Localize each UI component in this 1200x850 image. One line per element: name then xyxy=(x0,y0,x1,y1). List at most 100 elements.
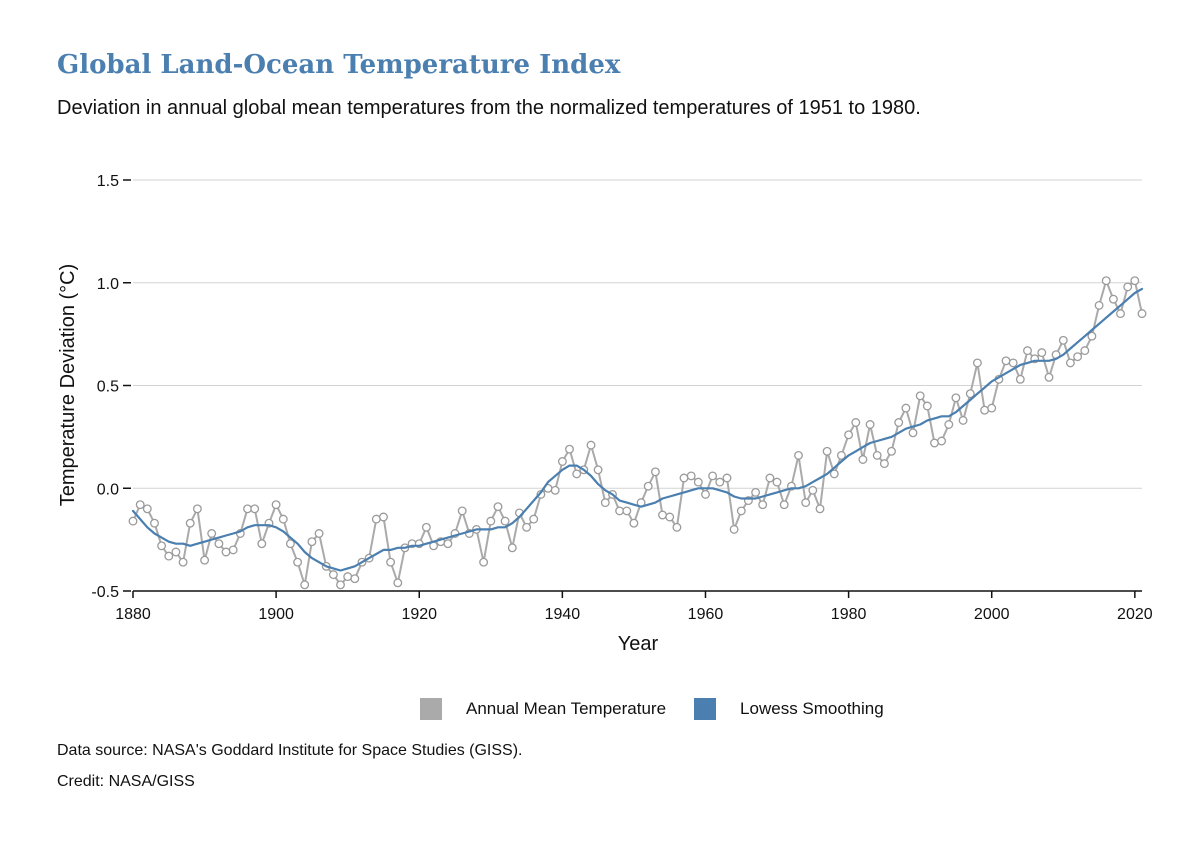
annual-mean-point xyxy=(844,430,854,440)
annual-mean-point xyxy=(922,401,932,411)
chart-subtitle: Deviation in annual global mean temperat… xyxy=(57,97,921,119)
annual-mean-point xyxy=(178,557,188,567)
x-tick-label: 1900 xyxy=(258,606,294,623)
lowess-smoothing-line xyxy=(131,287,1144,572)
annual-mean-point xyxy=(207,529,217,538)
annual-mean-point xyxy=(293,557,303,567)
annual-mean-point xyxy=(150,518,159,528)
annual-mean-point xyxy=(192,504,202,514)
annual-mean-point xyxy=(1137,309,1147,319)
annual-mean-point xyxy=(1058,335,1068,345)
annual-mean-point xyxy=(157,541,167,551)
chart-title: Global Land-Ocean Temperature Index xyxy=(57,50,621,80)
x-tick-label: 1960 xyxy=(688,606,724,623)
annual-mean-point xyxy=(522,522,532,532)
annual-mean-point xyxy=(715,477,725,487)
annual-mean-point xyxy=(557,457,567,466)
annual-mean-point xyxy=(142,504,152,514)
annual-mean-point xyxy=(1087,331,1097,341)
annual-mean-point xyxy=(1037,348,1047,358)
annual-mean-point xyxy=(350,574,360,584)
x-tick-label: 1980 xyxy=(831,606,867,623)
annual-mean-point xyxy=(643,481,653,491)
annual-mean-point xyxy=(772,477,782,487)
annual-mean-point xyxy=(393,578,403,588)
annual-mean-point xyxy=(701,489,710,499)
y-tick-label: 1.5 xyxy=(97,173,119,190)
legend-item-annual[interactable]: Annual Mean Temperature xyxy=(420,698,666,720)
annual-mean-point xyxy=(572,469,582,479)
annual-mean-point xyxy=(615,506,625,516)
annual-mean-point xyxy=(650,467,660,477)
annual-mean-point xyxy=(550,485,560,495)
x-tick-label: 1920 xyxy=(401,606,437,623)
annual-mean-point xyxy=(479,557,489,567)
x-tick-label: 1880 xyxy=(115,606,151,623)
annual-mean-line xyxy=(132,279,1143,586)
annual-mean-point xyxy=(965,389,975,399)
annual-mean-point xyxy=(865,420,875,429)
annual-mean-point xyxy=(1065,358,1075,368)
annual-mean-point xyxy=(679,473,689,483)
annual-mean-point xyxy=(815,504,825,514)
annual-mean-point xyxy=(708,471,718,481)
annual-mean-point xyxy=(915,391,925,401)
annual-mean-point xyxy=(686,471,696,481)
annual-mean-point xyxy=(493,502,503,512)
annual-mean-point xyxy=(987,403,997,413)
y-axis-label: Temperature Deviation (°C) xyxy=(57,264,79,507)
annual-mean-point xyxy=(801,498,811,508)
annual-mean-point xyxy=(1094,300,1104,310)
annual-mean-point xyxy=(894,418,904,427)
annual-mean-point xyxy=(586,440,596,450)
annual-mean-point xyxy=(243,504,252,514)
annual-mean-point xyxy=(937,436,947,446)
y-tick-label: -0.5 xyxy=(91,584,119,601)
annual-mean-point xyxy=(901,403,911,413)
annual-mean-point xyxy=(128,516,138,526)
legend: Annual Mean Temperature Lowess Smoothing xyxy=(420,698,912,720)
annual-mean-point xyxy=(221,547,231,557)
annual-mean-point xyxy=(672,522,682,532)
annual-mean-point xyxy=(500,516,510,526)
annual-mean-point xyxy=(751,487,761,497)
annual-mean-point xyxy=(887,446,896,456)
annual-mean-point xyxy=(629,518,639,528)
annual-mean-point xyxy=(457,506,467,516)
annual-mean-point xyxy=(944,420,954,429)
annual-mean-point xyxy=(328,570,338,580)
annual-mean-point xyxy=(872,450,882,460)
annual-mean-point xyxy=(765,473,775,483)
annual-mean-point xyxy=(600,498,610,508)
annual-mean-point xyxy=(958,415,968,425)
annual-mean-point xyxy=(829,469,839,479)
annual-mean-point xyxy=(565,444,574,454)
annual-mean-point xyxy=(343,572,353,582)
annual-mean-point xyxy=(758,500,768,510)
annual-mean-point xyxy=(164,551,174,561)
annual-mean-point xyxy=(486,516,496,526)
annual-mean-point xyxy=(257,539,267,549)
annual-mean-point xyxy=(1023,346,1032,356)
annual-mean-point xyxy=(980,405,990,415)
credit-note: Credit: NASA/GISS xyxy=(57,773,195,790)
annual-mean-point xyxy=(214,539,224,549)
annual-mean-point xyxy=(908,428,918,438)
annual-mean-point xyxy=(314,529,324,538)
legend-item-smooth[interactable]: Lowess Smoothing xyxy=(694,698,884,720)
annual-mean-point xyxy=(794,450,803,460)
annual-mean-point xyxy=(1080,346,1090,356)
legend-label-annual: Annual Mean Temperature xyxy=(466,699,667,718)
annual-mean-point xyxy=(1123,282,1133,292)
annual-mean-point xyxy=(278,514,288,524)
series-lowess xyxy=(131,287,1144,572)
annual-mean-point xyxy=(1044,372,1054,382)
annual-mean-point xyxy=(200,555,210,565)
y-axis: -0.5 0.0 0.5 1.0 1.5 xyxy=(91,173,131,601)
annual-mean-point xyxy=(1008,358,1018,368)
x-tick-label: 2000 xyxy=(974,606,1010,623)
annual-mean-point xyxy=(858,455,868,464)
legend-label-smooth: Lowess Smoothing xyxy=(740,699,884,718)
annual-mean-point xyxy=(1015,374,1025,384)
